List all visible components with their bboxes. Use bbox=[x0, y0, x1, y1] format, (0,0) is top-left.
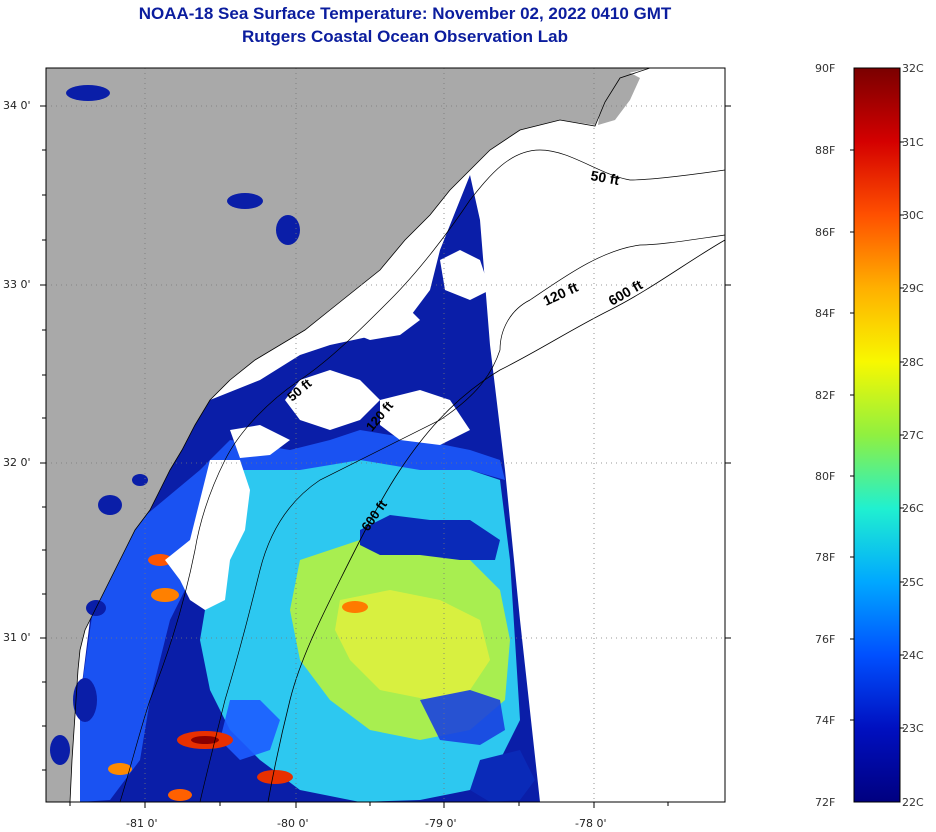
colorbar-f-label: 86F bbox=[815, 226, 836, 239]
colorbar-f-label: 78F bbox=[815, 551, 836, 564]
colorbar-f-label: 82F bbox=[815, 389, 836, 402]
map-frame bbox=[45, 67, 726, 803]
lon-label-80: -80 0' bbox=[277, 817, 309, 830]
lat-label-31: 31 0' bbox=[3, 631, 31, 644]
colorbar-f-label: 88F bbox=[815, 144, 836, 157]
colorbar-f-label: 72F bbox=[815, 796, 836, 809]
contour-label-50: 50 ft bbox=[589, 167, 620, 188]
colorbar-f-label: 76F bbox=[815, 633, 836, 646]
colorbar-f-label: 80F bbox=[815, 470, 836, 483]
colorbar-ticks bbox=[850, 141, 904, 729]
contour-120ft bbox=[199, 234, 725, 802]
colorbar-c-label: 28C bbox=[902, 356, 924, 369]
colorbar-c-label: 22C bbox=[902, 796, 924, 809]
lat-label-33: 33 0' bbox=[3, 278, 31, 291]
coastline bbox=[69, 68, 651, 802]
colorbar-f-label: 74F bbox=[815, 714, 836, 727]
contour-600ft bbox=[267, 239, 725, 802]
colorbar-f-label: 84F bbox=[815, 307, 836, 320]
lat-label-32: 32 0' bbox=[3, 456, 31, 469]
colorbar-gradient bbox=[853, 67, 901, 803]
lat-label-34: 34 0' bbox=[3, 99, 31, 112]
colorbar-c-label: 24C bbox=[902, 649, 924, 662]
land-mass bbox=[46, 68, 650, 802]
lon-label-81: -81 0' bbox=[126, 817, 158, 830]
map-subtitle: Rutgers Coastal Ocean Observation Lab bbox=[242, 27, 568, 46]
lake-marion bbox=[276, 215, 300, 245]
colorbar-c-label: 23C bbox=[902, 722, 924, 735]
map-title: NOAA-18 Sea Surface Temperature: Novembe… bbox=[138, 4, 672, 23]
colorbar-c-label: 32C bbox=[902, 62, 924, 75]
axis-ticks bbox=[40, 105, 731, 808]
colorbar-c-label: 25C bbox=[902, 576, 924, 589]
colorbar-c-label: 26C bbox=[902, 502, 924, 515]
colorbar-c-label: 27C bbox=[902, 429, 924, 442]
colorbar-f-label: 90F bbox=[815, 62, 836, 75]
lon-label-78: -78 0' bbox=[575, 817, 607, 830]
colorbar-c-label: 31C bbox=[902, 136, 924, 149]
colorbar-c-label: 29C bbox=[902, 282, 924, 295]
graticule bbox=[46, 68, 725, 802]
lon-label-79: -79 0' bbox=[425, 817, 457, 830]
contour-50ft bbox=[119, 149, 725, 802]
colorbar-c-label: 30C bbox=[902, 209, 924, 222]
